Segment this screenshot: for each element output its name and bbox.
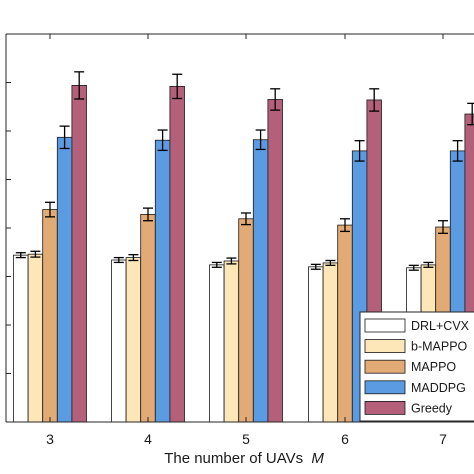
bar-mappo-3 — [42, 209, 58, 423]
error-bar-drl-cvx-6 — [310, 263, 321, 270]
error-bar-greedy-4 — [172, 73, 183, 100]
bar-drl-cvx-3 — [13, 254, 29, 423]
error-bar-greedy-7 — [467, 102, 474, 126]
error-bar-b-mappo-6 — [325, 259, 336, 266]
legend-swatch-drl-cvx — [364, 318, 406, 333]
legend-label-b-mappo: b-MAPPO — [411, 340, 468, 354]
x-axis-label-symbol: M — [311, 450, 324, 467]
error-bar-drl-cvx-3 — [15, 252, 26, 259]
error-bar-greedy-3 — [74, 71, 85, 100]
bar-mappo-4 — [140, 214, 156, 423]
error-bar-maddpg-7 — [452, 140, 463, 162]
legend-swatch-greedy — [364, 400, 406, 415]
legend: DRL+CVX b-MAPPO MAPPO MADDPG Greedy — [359, 311, 474, 422]
bar-greedy-3 — [71, 85, 87, 423]
bar-greedy-4 — [169, 85, 185, 423]
x-tick-label-5: 5 — [242, 431, 250, 447]
bar-mappo-5 — [238, 218, 254, 423]
legend-label-mappo: MAPPO — [411, 360, 456, 374]
legend-swatch-b-mappo — [364, 339, 406, 354]
bar-greedy-5 — [267, 99, 283, 423]
error-bar-mappo-5 — [241, 212, 251, 226]
x-axis-label: The number of UAVs M — [164, 450, 324, 467]
error-bar-maddpg-3 — [59, 125, 70, 150]
error-bar-greedy-5 — [270, 88, 281, 111]
error-bar-greedy-6 — [369, 88, 380, 112]
bar-b-mappo-4 — [125, 257, 142, 423]
error-bar-mappo-4 — [143, 207, 153, 222]
x-tick-label-3: 3 — [46, 431, 54, 447]
x-axis-label-text: The number of UAVs — [164, 450, 303, 467]
error-bar-drl-cvx-7 — [408, 264, 419, 271]
error-bar-b-mappo-5 — [226, 257, 237, 265]
error-bar-b-mappo-3 — [30, 250, 41, 258]
error-bar-drl-cvx-5 — [211, 261, 222, 268]
legend-swatch-mappo — [364, 359, 406, 374]
error-bar-mappo-6 — [340, 218, 350, 233]
bar-maddpg-3 — [56, 136, 73, 423]
bar-drl-cvx-6 — [308, 266, 324, 423]
error-bar-b-mappo-7 — [423, 261, 434, 268]
error-bar-maddpg-6 — [354, 140, 365, 162]
bar-b-mappo-3 — [27, 253, 44, 423]
legend-label-drl-cvx: DRL+CVX — [411, 319, 470, 333]
x-tick-label-7: 7 — [439, 431, 447, 447]
x-tick-label-4: 4 — [144, 431, 152, 447]
bar-maddpg-4 — [154, 139, 171, 423]
error-bar-drl-cvx-4 — [113, 256, 124, 264]
bar-drl-cvx-5 — [209, 264, 225, 423]
bar-drl-cvx-4 — [111, 259, 127, 423]
axes-layer: 3 4 5 6 7 — [5, 33, 474, 447]
legend-swatch-maddpg — [364, 380, 406, 395]
bar-maddpg-5 — [252, 139, 269, 423]
legend-label-greedy: Greedy — [411, 401, 453, 415]
bar-b-mappo-6 — [322, 262, 339, 423]
error-bar-mappo-7 — [438, 220, 448, 234]
error-bar-b-mappo-4 — [128, 254, 139, 262]
bar-mappo-6 — [337, 224, 353, 423]
legend-label-maddpg: MADDPG — [411, 381, 466, 395]
error-bar-mappo-3 — [45, 201, 55, 218]
error-bar-maddpg-5 — [255, 129, 266, 151]
x-tick-label-6: 6 — [341, 431, 349, 447]
bar-b-mappo-5 — [223, 260, 240, 423]
error-bar-maddpg-4 — [157, 129, 168, 152]
